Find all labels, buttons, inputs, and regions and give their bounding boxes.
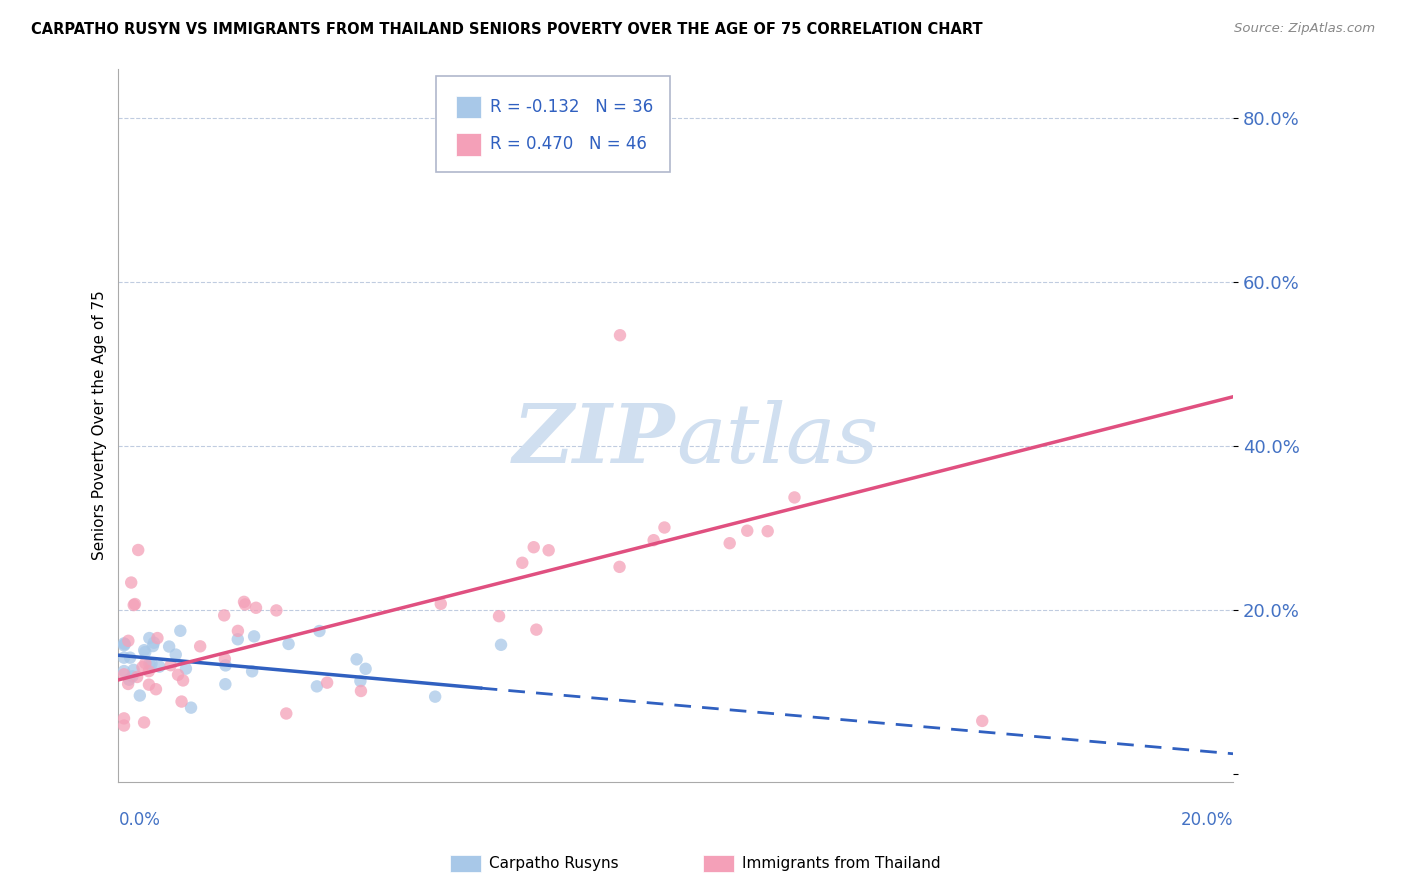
Point	[138, 657, 160, 671]
Text: Source: ZipAtlas.com: Source: ZipAtlas.com	[1234, 22, 1375, 36]
Point	[118, 673, 141, 687]
Point	[226, 624, 249, 638]
Point	[134, 643, 156, 657]
Point	[972, 714, 994, 728]
Point	[609, 559, 631, 574]
Point	[127, 543, 149, 558]
Point	[316, 675, 339, 690]
Point	[245, 600, 267, 615]
Text: atlas: atlas	[676, 400, 879, 480]
Point	[735, 524, 758, 538]
Point	[240, 665, 263, 679]
Point	[112, 667, 135, 681]
Point	[489, 638, 512, 652]
Point	[122, 663, 145, 677]
Point	[609, 328, 631, 343]
Point	[165, 648, 187, 662]
Point	[643, 533, 665, 548]
Point	[167, 668, 190, 682]
Point	[423, 690, 446, 704]
Point	[354, 662, 377, 676]
Point	[214, 652, 236, 666]
Point	[346, 652, 368, 666]
Text: Immigrants from Thailand: Immigrants from Thailand	[742, 856, 941, 871]
FancyBboxPatch shape	[456, 95, 481, 119]
Point	[146, 631, 169, 645]
Text: 20.0%: 20.0%	[1181, 811, 1233, 829]
Point	[188, 640, 211, 654]
Point	[142, 636, 165, 650]
Text: ZIP: ZIP	[513, 400, 676, 480]
Point	[488, 609, 510, 624]
Point	[233, 598, 256, 612]
Point	[120, 650, 142, 665]
Text: R = -0.132   N = 36: R = -0.132 N = 36	[489, 98, 652, 116]
Point	[537, 543, 560, 558]
Point	[112, 718, 135, 732]
Point	[169, 624, 191, 638]
Point	[132, 715, 155, 730]
Point	[718, 536, 741, 550]
Point	[276, 706, 298, 721]
Point	[112, 638, 135, 652]
Point	[117, 633, 139, 648]
Point	[112, 650, 135, 665]
Point	[145, 682, 167, 697]
Point	[277, 637, 299, 651]
Point	[157, 640, 180, 654]
Point	[212, 608, 235, 623]
Point	[112, 664, 135, 678]
Point	[429, 597, 451, 611]
Point	[122, 598, 145, 612]
Point	[120, 575, 142, 590]
Point	[127, 670, 149, 684]
Point	[523, 540, 546, 554]
Point	[128, 689, 150, 703]
Point	[148, 659, 170, 673]
Point	[131, 660, 153, 674]
Point	[138, 664, 160, 678]
Point	[174, 662, 197, 676]
Point	[214, 658, 236, 673]
Point	[233, 595, 256, 609]
Point	[226, 632, 249, 647]
Point	[114, 637, 136, 651]
Point	[134, 656, 156, 670]
Point	[524, 623, 547, 637]
Point	[172, 673, 194, 688]
Point	[350, 684, 373, 698]
Point	[214, 677, 236, 691]
Text: Carpatho Rusyns: Carpatho Rusyns	[489, 856, 619, 871]
Point	[266, 603, 288, 617]
Point	[138, 678, 160, 692]
FancyBboxPatch shape	[456, 133, 481, 155]
Point	[308, 624, 330, 638]
Point	[142, 639, 165, 653]
Text: CARPATHO RUSYN VS IMMIGRANTS FROM THAILAND SENIORS POVERTY OVER THE AGE OF 75 CO: CARPATHO RUSYN VS IMMIGRANTS FROM THAILA…	[31, 22, 983, 37]
Point	[134, 645, 156, 659]
Point	[141, 657, 163, 671]
Point	[112, 711, 135, 725]
Point	[117, 677, 139, 691]
Point	[756, 524, 779, 539]
Point	[510, 556, 533, 570]
Point	[783, 491, 806, 505]
Point	[349, 674, 371, 689]
Text: 0.0%: 0.0%	[118, 811, 160, 829]
Point	[654, 520, 676, 534]
Point	[170, 695, 193, 709]
Point	[124, 597, 146, 611]
FancyBboxPatch shape	[436, 76, 671, 172]
Point	[305, 679, 328, 693]
Point	[159, 658, 181, 673]
Point	[112, 636, 135, 650]
Point	[138, 631, 160, 645]
Point	[121, 669, 143, 683]
Point	[243, 629, 266, 643]
Point	[180, 700, 202, 714]
Y-axis label: Seniors Poverty Over the Age of 75: Seniors Poverty Over the Age of 75	[93, 291, 107, 560]
Text: R = 0.470   N = 46: R = 0.470 N = 46	[489, 136, 647, 153]
